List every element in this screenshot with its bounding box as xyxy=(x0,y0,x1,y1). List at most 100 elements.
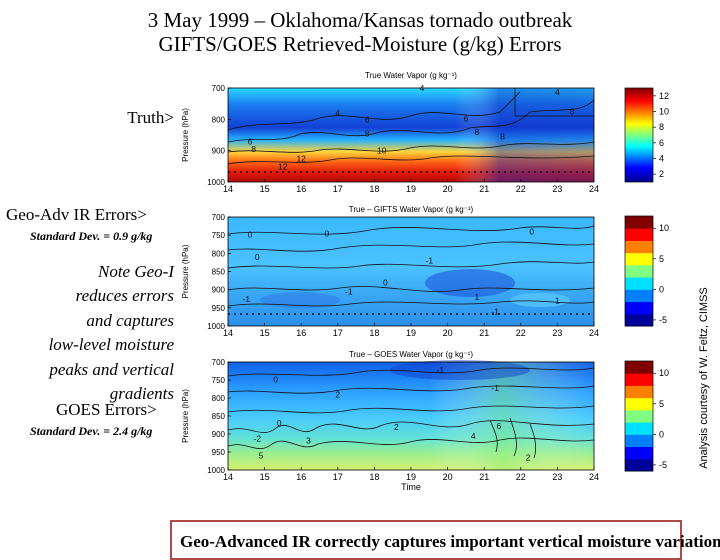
colorbar-band xyxy=(625,397,653,411)
contour-label: -2 xyxy=(253,433,261,443)
contour-label: -1 xyxy=(491,306,499,316)
y-axis-label: Pressure (hPa) xyxy=(181,244,190,298)
x-tick-label: 23 xyxy=(552,328,562,338)
colorbar-band xyxy=(625,313,653,327)
colorbar-tick-label: 4 xyxy=(659,154,664,164)
colorbar-band xyxy=(625,264,653,278)
contour-label: 4 xyxy=(471,431,476,441)
truth-panel xyxy=(227,88,595,182)
colorbar-tick-label: 5 xyxy=(659,254,664,264)
colorbar xyxy=(624,87,654,183)
contour-label: 0 xyxy=(255,252,260,262)
y-tick-label: 950 xyxy=(212,304,226,313)
contour-label: 4 xyxy=(420,83,425,93)
colorbar-band xyxy=(625,216,653,229)
colorbar-tick-label: 10 xyxy=(659,223,669,233)
colorbar-band xyxy=(625,361,653,374)
axes-layer: True Water Vapor (g kg⁻¹)14 15 16 17 18 19 20 2… xyxy=(181,71,669,492)
colorbar-band xyxy=(625,277,653,290)
x-tick-label: 21 xyxy=(479,184,489,194)
contour-label: 6 xyxy=(248,136,253,146)
geo-adv-label: Geo-Adv IR Errors> xyxy=(6,205,147,224)
x-tick-label: 24 xyxy=(589,184,599,194)
goes-error-panel xyxy=(227,360,595,470)
x-axis-label: Time xyxy=(401,482,421,492)
goes-std-dev: Standard Dev. = 2.4 g/kg xyxy=(30,424,153,438)
contour-label: 5 xyxy=(259,451,264,461)
colorbar-band xyxy=(625,434,653,448)
contour-label: 8 xyxy=(500,132,505,142)
contour-label: 6 xyxy=(496,421,501,431)
contour-label: 1 xyxy=(555,296,560,306)
x-tick-label: 24 xyxy=(589,472,599,482)
x-tick-label: 14 xyxy=(223,472,233,482)
conclusion-text: Geo-Advanced IR correctly captures impor… xyxy=(180,532,720,551)
contour-label: 2 xyxy=(335,389,340,399)
colorbar-tick-label: 10 xyxy=(659,107,669,117)
x-tick-label: 24 xyxy=(589,328,599,338)
x-tick-label: 17 xyxy=(333,328,343,338)
x-tick-label: 20 xyxy=(443,184,453,194)
contour-label: 1 xyxy=(475,292,480,302)
contour-label: -1 xyxy=(345,286,353,296)
contour-label: 0 xyxy=(273,374,278,384)
chart-title: True – GOES Water Vapor (g kg⁻¹) xyxy=(349,350,473,359)
colorbar-band xyxy=(625,422,653,435)
gifts-error-panel xyxy=(227,217,595,326)
y-tick-label: 950 xyxy=(212,448,226,457)
x-tick-label: 21 xyxy=(479,472,489,482)
contour-label: 12 xyxy=(278,161,288,171)
contour-label: 0 xyxy=(248,229,253,239)
y-tick-label: 800 xyxy=(212,115,226,124)
chart-title: True – GIFTS Water Vapor (g kg⁻¹) xyxy=(349,205,474,214)
x-tick-label: 14 xyxy=(223,328,233,338)
contour-label: -1 xyxy=(426,256,434,266)
colorbar-band xyxy=(625,373,653,386)
contour-label: 0 xyxy=(529,227,534,237)
colorbar-band xyxy=(625,301,653,315)
y-tick-label: 1000 xyxy=(207,178,225,187)
colorbar-band xyxy=(625,228,653,241)
x-tick-label: 21 xyxy=(479,328,489,338)
contour-label: 8 xyxy=(251,144,256,154)
x-tick-label: 19 xyxy=(406,184,416,194)
x-tick-label: 18 xyxy=(369,472,379,482)
truth-field-overlay xyxy=(228,88,594,182)
colorbar-tick-label: 12 xyxy=(659,91,669,101)
colorbar-tick-label: 6 xyxy=(659,138,664,148)
contour-label: -1 xyxy=(491,383,499,393)
title-line-1: 3 May 1999 – Oklahoma/Kansas tornado out… xyxy=(147,8,573,32)
y-tick-label: 850 xyxy=(212,268,226,277)
y-tick-label: 700 xyxy=(212,358,226,367)
y-tick-label: 700 xyxy=(212,84,226,93)
x-tick-label: 18 xyxy=(369,328,379,338)
x-tick-label: 17 xyxy=(333,472,343,482)
colorbar-tick-label: -5 xyxy=(659,315,667,325)
contour-label: 4 xyxy=(335,108,340,118)
x-tick-label: 14 xyxy=(223,184,233,194)
contour-label: 2 xyxy=(526,452,531,462)
y-tick-label: 1000 xyxy=(207,322,225,331)
x-tick-label: 22 xyxy=(516,328,526,338)
colorbar-tick-label: 10 xyxy=(659,368,669,378)
colorbar-tick-label: -5 xyxy=(659,460,667,470)
contour-label: 12 xyxy=(296,154,306,164)
y-axis-label: Pressure (hPa) xyxy=(181,389,190,443)
contour-label: 3 xyxy=(306,435,311,445)
colorbar-band xyxy=(625,240,653,254)
truth-label: Truth> xyxy=(127,108,174,127)
y-tick-label: 900 xyxy=(212,430,226,439)
contour-label: 6 xyxy=(464,114,469,124)
x-tick-label: 19 xyxy=(406,328,416,338)
x-tick-label: 20 xyxy=(443,328,453,338)
chart-title: True Water Vapor (g kg⁻¹) xyxy=(365,71,457,80)
x-tick-label: 15 xyxy=(260,328,270,338)
contour-label: 0 xyxy=(383,277,388,287)
title-line-2: GIFTS/GOES Retrieved-Moisture (g/kg) Err… xyxy=(158,32,562,56)
credit-text: Analysis courtesy of W. Feltz, CIMSS xyxy=(698,287,710,469)
contour-label: -1 xyxy=(436,365,444,375)
x-tick-label: 23 xyxy=(552,472,562,482)
y-tick-label: 900 xyxy=(212,286,226,295)
colorbar-tick-label: 8 xyxy=(659,122,664,132)
contour-label: 8 xyxy=(365,128,370,138)
